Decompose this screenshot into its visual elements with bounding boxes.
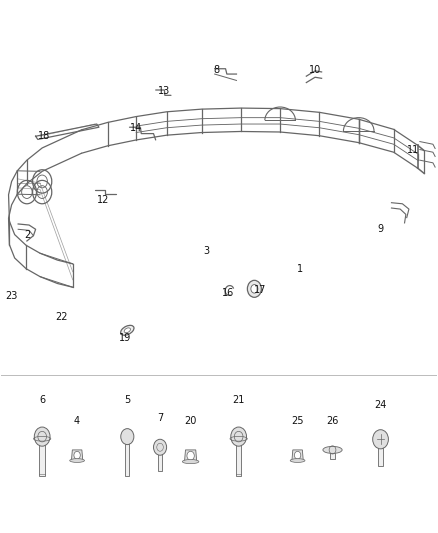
Text: 7: 7 [157,413,163,423]
Text: 1: 1 [297,264,303,274]
Bar [158,447,162,471]
Circle shape [294,451,301,459]
Circle shape [373,430,389,449]
Text: 13: 13 [158,86,170,96]
Polygon shape [292,450,303,461]
Text: 14: 14 [130,123,142,133]
Text: 3: 3 [203,246,209,255]
Text: 5: 5 [124,395,131,405]
Circle shape [251,285,258,293]
Circle shape [74,451,80,459]
Circle shape [34,427,50,446]
Text: 11: 11 [407,144,420,155]
Ellipse shape [120,325,134,335]
Text: 22: 22 [56,312,68,322]
Text: 25: 25 [291,416,304,426]
Text: 19: 19 [119,333,131,343]
Circle shape [187,451,194,460]
Circle shape [121,429,134,445]
Text: 10: 10 [309,65,321,75]
Bar [330,450,335,459]
Text: 9: 9 [378,224,384,235]
Text: 18: 18 [38,131,50,141]
Circle shape [247,280,261,297]
Text: 23: 23 [5,290,18,301]
Text: 16: 16 [222,288,234,298]
Ellipse shape [124,328,131,333]
Text: 24: 24 [374,400,387,410]
Bar [125,437,130,477]
Bar [378,439,383,466]
Text: 20: 20 [184,416,197,426]
Text: 2: 2 [24,230,30,240]
Polygon shape [71,450,83,461]
Text: 4: 4 [74,416,80,426]
Ellipse shape [70,459,85,463]
Bar [39,437,45,477]
Ellipse shape [290,459,305,463]
Text: 26: 26 [326,416,339,426]
Ellipse shape [182,459,199,464]
Circle shape [231,427,247,446]
Text: 17: 17 [254,286,267,295]
Polygon shape [184,450,197,462]
Text: 12: 12 [97,195,110,205]
Text: 21: 21 [233,395,245,405]
Ellipse shape [323,447,342,454]
Text: 6: 6 [39,395,45,405]
Bar [236,437,241,477]
Text: 8: 8 [214,65,220,75]
Circle shape [153,439,166,455]
